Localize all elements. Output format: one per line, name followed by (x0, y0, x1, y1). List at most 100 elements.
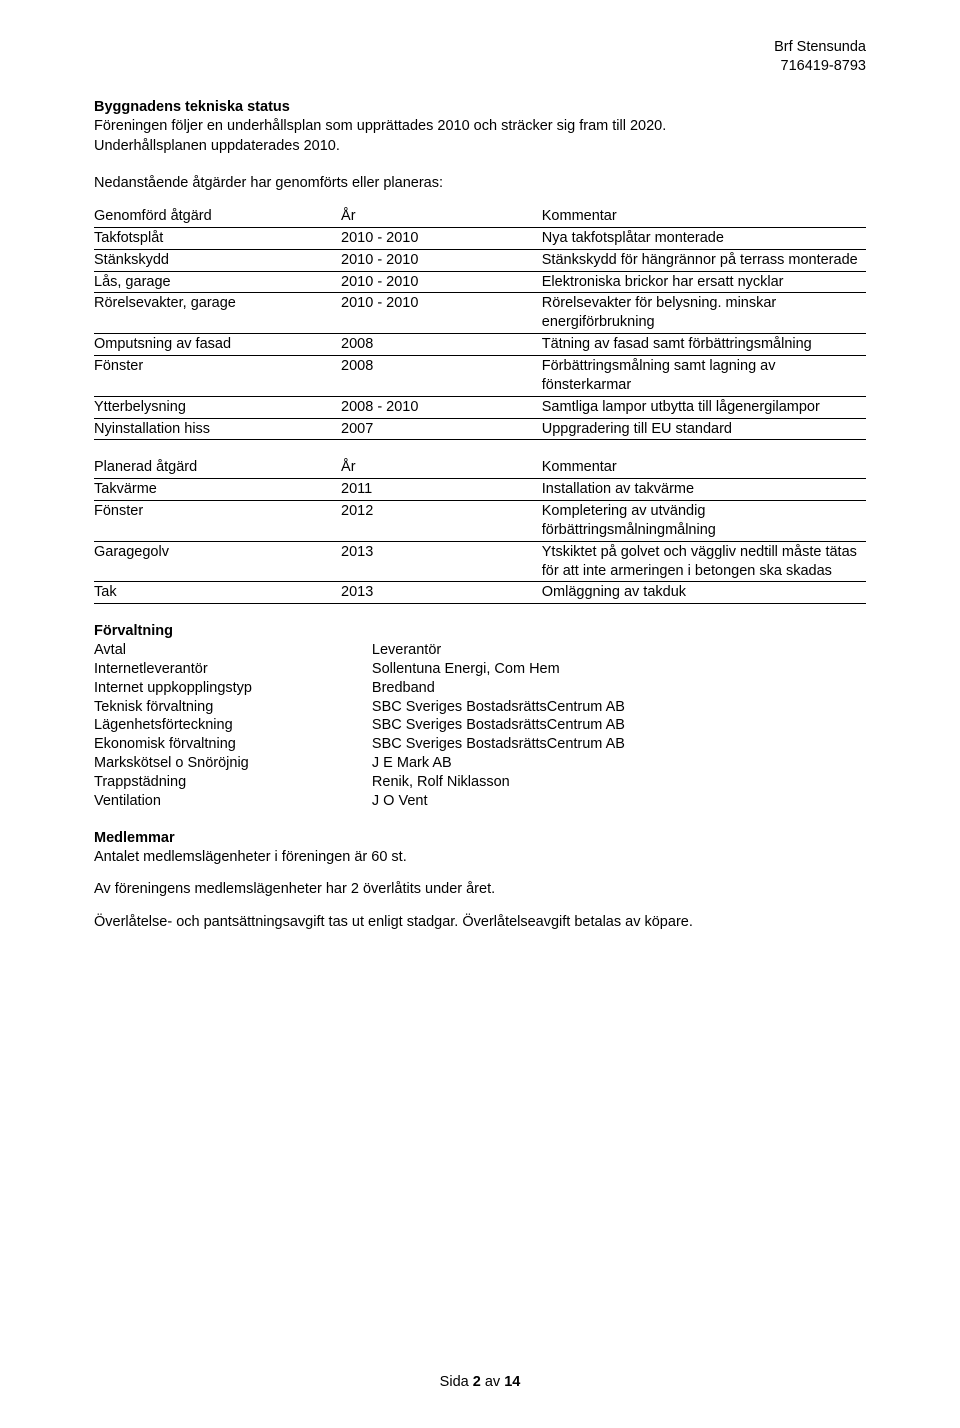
cell-action: Fönster (94, 355, 341, 396)
tech-status-intro1: Föreningen följer en underhållsplan som … (94, 117, 866, 136)
cell-year: 2007 (341, 418, 542, 440)
cell-action: Takfotsplåt (94, 227, 341, 249)
cell-year: 2010 - 2010 (341, 293, 542, 334)
cell-action: Lås, garage (94, 271, 341, 293)
table-row: Internet uppkopplingstypBredband (94, 679, 866, 698)
table-row: Garagegolv2013Ytskiktet på golvet och vä… (94, 541, 866, 582)
table-row: Takvärme2011Installation av takvärme (94, 479, 866, 501)
medlemmar-p1: Antalet medlemslägenheter i föreningen ä… (94, 848, 866, 867)
cell-leverantor: Renik, Rolf Niklasson (372, 773, 866, 792)
medlemmar-section: Medlemmar Antalet medlemslägenheter i fö… (94, 829, 866, 932)
cell-comment: Installation av takvärme (542, 479, 866, 501)
cell-leverantor: SBC Sveriges BostadsrättsCentrum AB (372, 716, 866, 735)
cell-comment: Rörelsevakter för belysning. minskar ene… (542, 293, 866, 334)
table-row: Nyinstallation hiss2007Uppgradering till… (94, 418, 866, 440)
cell-avtal: Ventilation (94, 792, 372, 811)
cell-comment: Förbättringsmålning samt lagning av föns… (542, 355, 866, 396)
col-comment-header: Kommentar (542, 458, 866, 478)
cell-avtal: Teknisk förvaltning (94, 698, 372, 717)
cell-year: 2011 (341, 479, 542, 501)
cell-comment: Elektroniska brickor har ersatt nycklar (542, 271, 866, 293)
cell-leverantor: J O Vent (372, 792, 866, 811)
completed-actions-table: Genomförd åtgärd År Kommentar Takfotsplå… (94, 207, 866, 440)
cell-comment: Ytskiktet på golvet och väggliv nedtill … (542, 541, 866, 582)
footer-page-total: 14 (504, 1374, 520, 1390)
forvaltning-section: Förvaltning Avtal Leverantör Internetlev… (94, 622, 866, 810)
footer-mid: av (481, 1374, 504, 1390)
cell-action: Rörelsevakter, garage (94, 293, 341, 334)
cell-year: 2010 - 2010 (341, 271, 542, 293)
tech-status-subhead: Nedanstående åtgärder har genomförts ell… (94, 174, 866, 193)
cell-comment: Samtliga lampor utbytta till lågenergila… (542, 396, 866, 418)
tech-status-intro2: Underhållsplanen uppdaterades 2010. (94, 137, 866, 156)
table-row: Omputsning av fasad2008Tätning av fasad … (94, 334, 866, 356)
table-row: Ekonomisk förvaltningSBC Sveriges Bostad… (94, 735, 866, 754)
table-row: Ytterbelysning2008 - 2010Samtliga lampor… (94, 396, 866, 418)
cell-action: Tak (94, 582, 341, 604)
col-year-header: År (341, 207, 542, 227)
page-header-right: Brf Stensunda 716419-8793 (94, 38, 866, 76)
cell-comment: Tätning av fasad samt förbättringsmålnin… (542, 334, 866, 356)
col-comment-header: Kommentar (542, 207, 866, 227)
table-row: Fönster2008Förbättringsmålning samt lagn… (94, 355, 866, 396)
cell-leverantor: J E Mark AB (372, 754, 866, 773)
col-year-header: År (341, 458, 542, 478)
table-row: Lås, garage2010 - 2010Elektroniska brick… (94, 271, 866, 293)
table-header-row: Genomförd åtgärd År Kommentar (94, 207, 866, 227)
cell-action: Nyinstallation hiss (94, 418, 341, 440)
table-header-row: Planerad åtgärd År Kommentar (94, 458, 866, 478)
table-row: VentilationJ O Vent (94, 792, 866, 811)
document-page: Brf Stensunda 716419-8793 Byggnadens tek… (0, 0, 960, 1428)
table-row: InternetleverantörSollentuna Energi, Com… (94, 660, 866, 679)
cell-action: Omputsning av fasad (94, 334, 341, 356)
cell-avtal: Internetleverantör (94, 660, 372, 679)
col-action-header: Genomförd åtgärd (94, 207, 341, 227)
cell-comment: Kompletering av utvändig förbättringsmål… (542, 501, 866, 542)
cell-comment: Stänkskydd för hängrännor på terrass mon… (542, 249, 866, 271)
cell-avtal: Lägenhetsförteckning (94, 716, 372, 735)
cell-leverantor: SBC Sveriges BostadsrättsCentrum AB (372, 698, 866, 717)
cell-leverantor: SBC Sveriges BostadsrättsCentrum AB (372, 735, 866, 754)
footer-page-current: 2 (473, 1374, 481, 1390)
medlemmar-p3: Överlåtelse- och pantsättningsavgift tas… (94, 913, 866, 932)
cell-year: 2012 (341, 501, 542, 542)
planned-actions-table: Planerad åtgärd År Kommentar Takvärme201… (94, 458, 866, 604)
forvaltning-table: Avtal Leverantör InternetleverantörSolle… (94, 641, 866, 811)
cell-year: 2013 (341, 582, 542, 604)
cell-year: 2008 (341, 334, 542, 356)
cell-avtal: Trappstädning (94, 773, 372, 792)
org-name: Brf Stensunda (94, 38, 866, 57)
tech-status-section: Byggnadens tekniska status Föreningen fö… (94, 98, 866, 157)
cell-comment: Omläggning av takduk (542, 582, 866, 604)
table-row: Takfotsplåt2010 - 2010Nya takfotsplåtar … (94, 227, 866, 249)
cell-avtal: Markskötsel o Snöröjnig (94, 754, 372, 773)
cell-avtal: Ekonomisk förvaltning (94, 735, 372, 754)
cell-year: 2008 (341, 355, 542, 396)
page-footer: Sida 2 av 14 (0, 1373, 960, 1392)
cell-year: 2008 - 2010 (341, 396, 542, 418)
col-action-header: Planerad åtgärd (94, 458, 341, 478)
cell-leverantor: Sollentuna Energi, Com Hem (372, 660, 866, 679)
cell-avtal: Internet uppkopplingstyp (94, 679, 372, 698)
org-number: 716419-8793 (94, 57, 866, 76)
table-row: Tak2013Omläggning av takduk (94, 582, 866, 604)
tech-status-title: Byggnadens tekniska status (94, 98, 866, 117)
cell-action: Fönster (94, 501, 341, 542)
cell-comment: Nya takfotsplåtar monterade (542, 227, 866, 249)
cell-comment: Uppgradering till EU standard (542, 418, 866, 440)
table-row: Markskötsel o SnöröjnigJ E Mark AB (94, 754, 866, 773)
cell-year: 2010 - 2010 (341, 249, 542, 271)
cell-action: Takvärme (94, 479, 341, 501)
table-header-row: Avtal Leverantör (94, 641, 866, 660)
cell-year: 2013 (341, 541, 542, 582)
table-row: Fönster2012Kompletering av utvändig förb… (94, 501, 866, 542)
footer-prefix: Sida (440, 1374, 473, 1390)
cell-action: Stänkskydd (94, 249, 341, 271)
col-leverantor-header: Leverantör (372, 641, 866, 660)
medlemmar-p2: Av föreningens medlemslägenheter har 2 ö… (94, 880, 866, 899)
medlemmar-title: Medlemmar (94, 829, 866, 848)
forvaltning-title: Förvaltning (94, 622, 866, 641)
cell-leverantor: Bredband (372, 679, 866, 698)
table-row: Rörelsevakter, garage2010 - 2010Rörelsev… (94, 293, 866, 334)
cell-year: 2010 - 2010 (341, 227, 542, 249)
